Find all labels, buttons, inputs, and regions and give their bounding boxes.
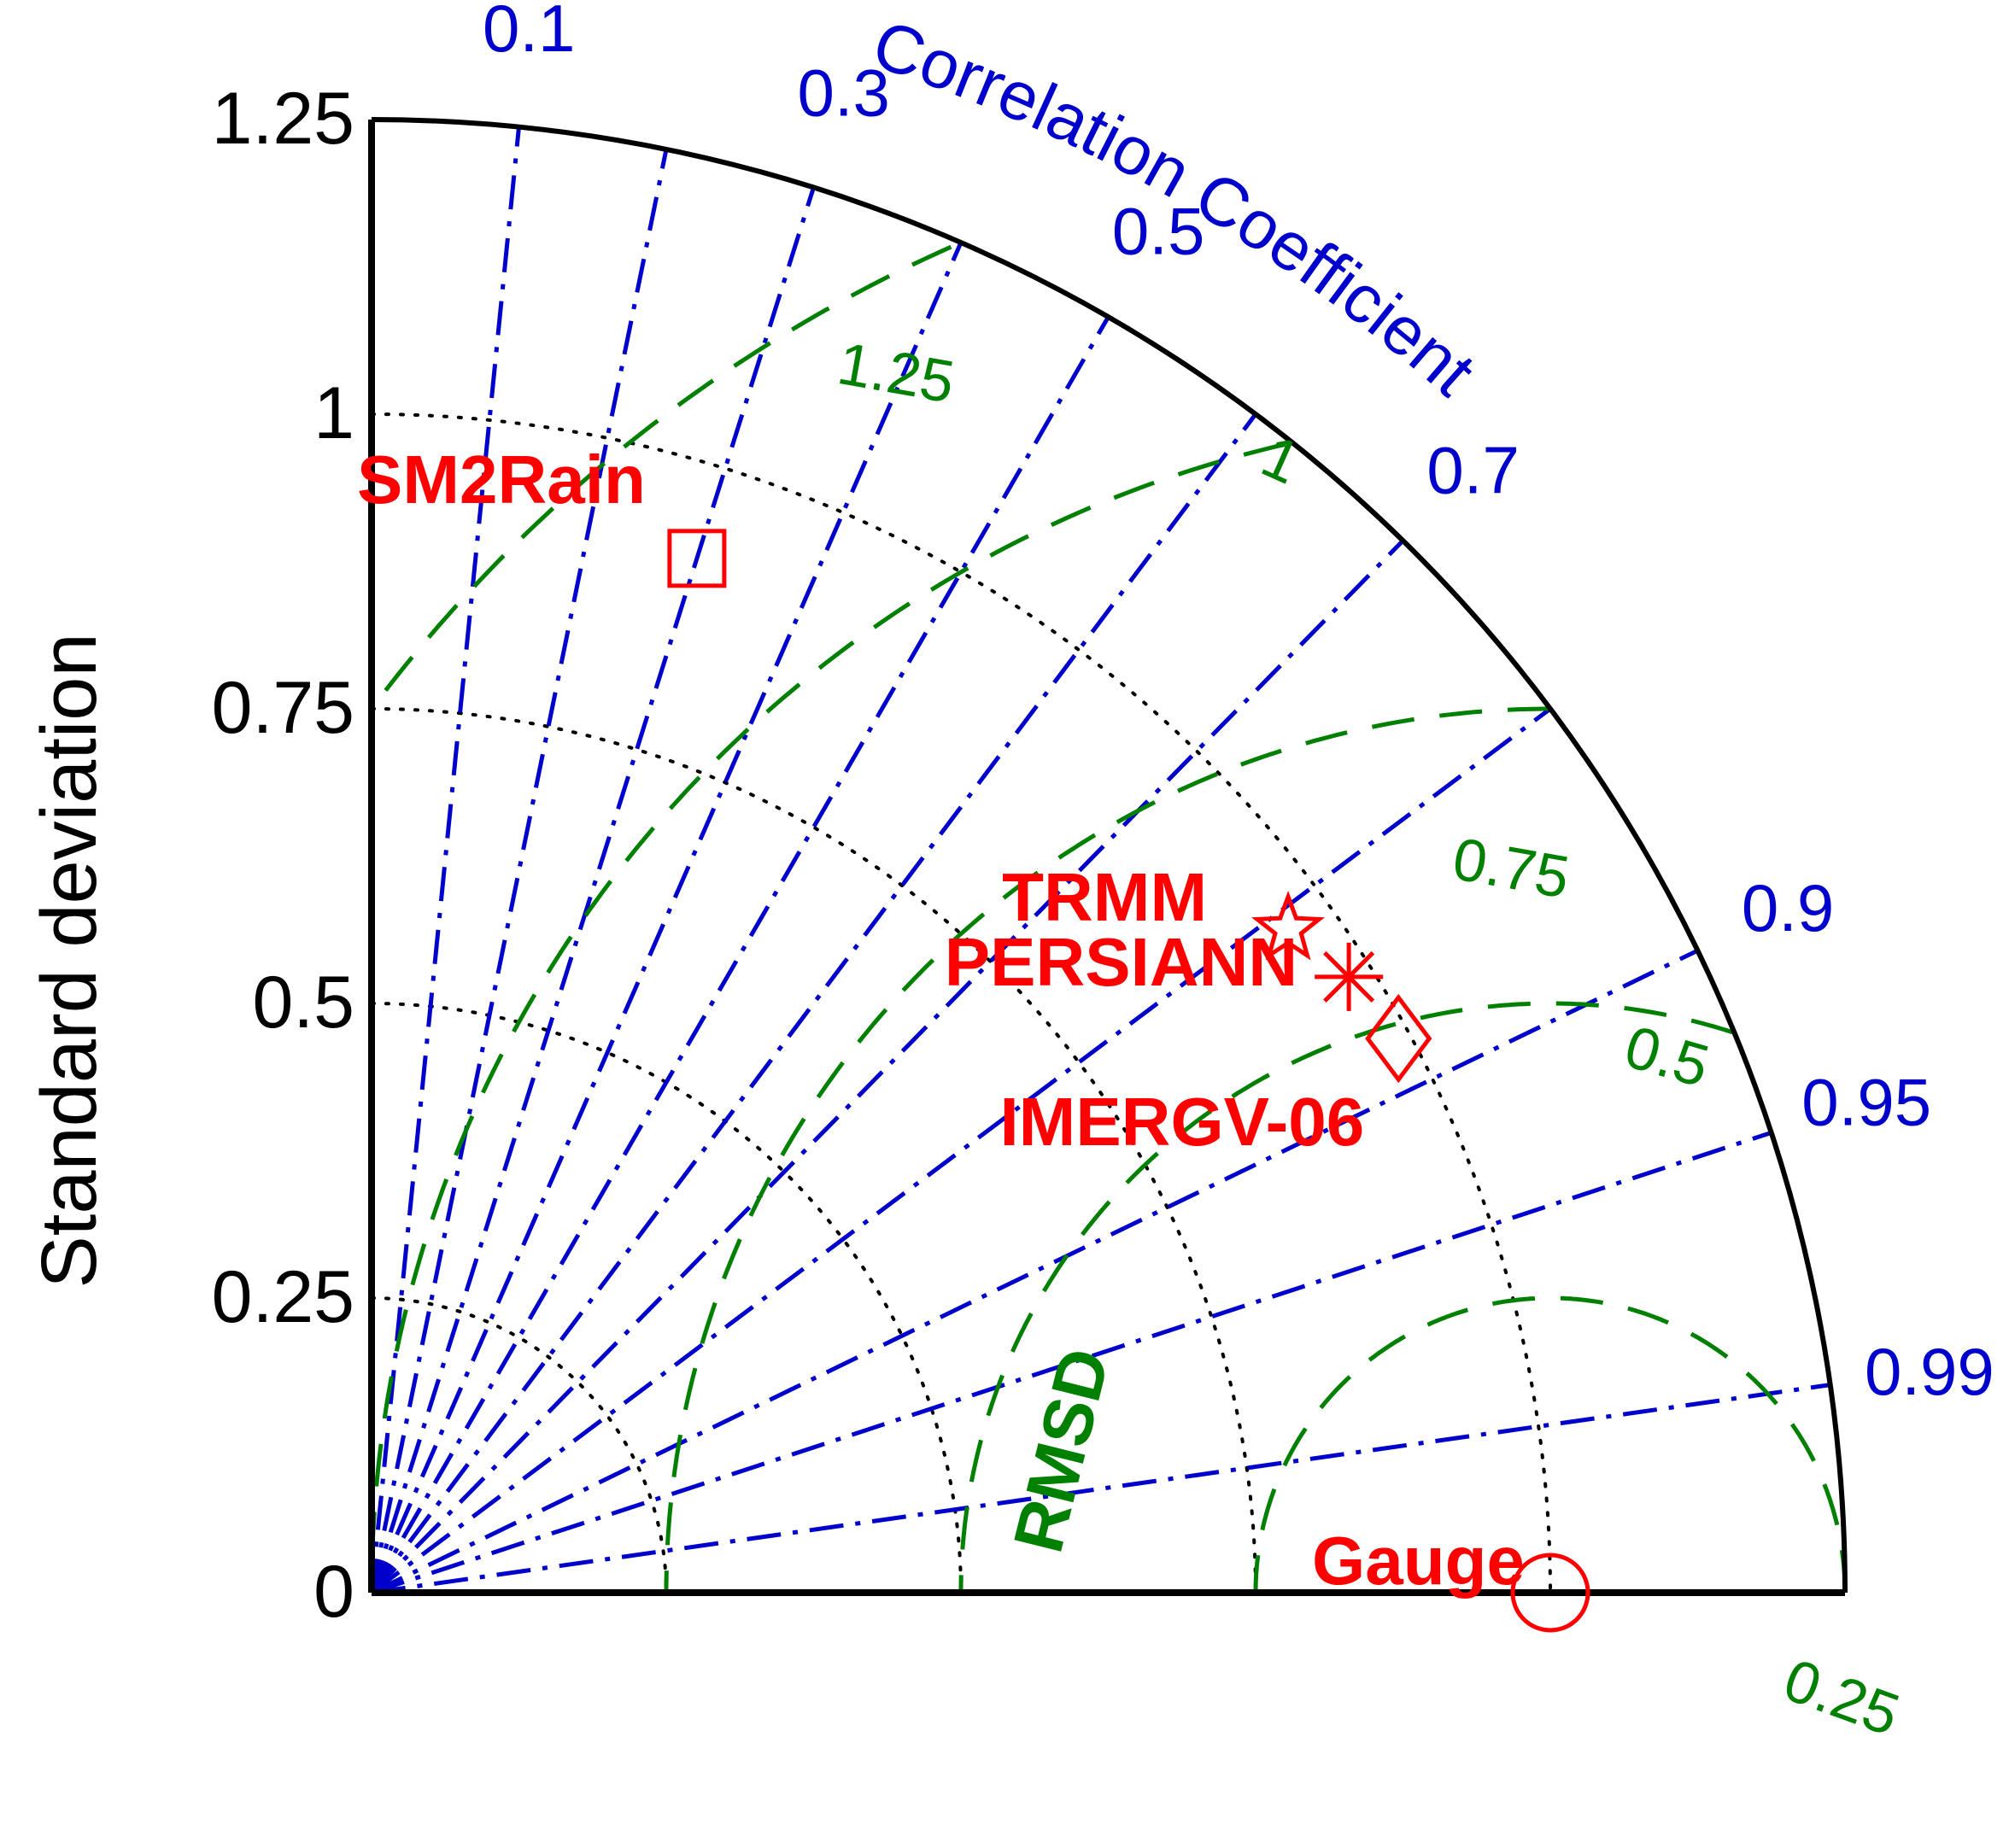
- tick-layer: 0 0.25 0.5 0.75 1 1.25 0.1 0.3 0.5 0.7 0.9 0.95 0.99: [212, 0, 1994, 1633]
- correlation-ray: [369, 149, 669, 1594]
- correlation-tick-label: 0.7: [1426, 432, 1519, 507]
- y-tick-label: 0.5: [252, 962, 354, 1044]
- point-label: TRMM: [1002, 859, 1207, 935]
- std-arc: [370, 1296, 668, 1594]
- correlation-tick-label: 0.95: [1801, 1065, 1931, 1140]
- rmsd-level-label: 1.25: [833, 330, 959, 415]
- std-arc: [370, 707, 1257, 1594]
- rmsd-arc: [1253, 1295, 1848, 1593]
- correlation-tick-label: 0.1: [483, 0, 575, 66]
- rmsd-level-label: 0.25: [1776, 1646, 1908, 1748]
- correlation-ray: [369, 126, 521, 1594]
- y-axis-label: Standard deviation: [26, 633, 113, 1288]
- rmsd-level-label: 0.75: [1448, 825, 1574, 910]
- correlation-tick-label: 0.5: [1112, 194, 1204, 269]
- sm2rain-marker: [667, 529, 727, 588]
- point-label: SM2Rain: [357, 442, 646, 518]
- correlation-tick-label: 0.3: [797, 56, 889, 131]
- outer-arc: [371, 117, 1848, 1594]
- y-tick-label: 0.25: [212, 1256, 354, 1338]
- correlation-ray: [369, 242, 964, 1594]
- correlation-ray: [370, 412, 1257, 1594]
- y-tick-label: 1: [313, 372, 354, 454]
- y-tick-label: 0: [313, 1551, 354, 1633]
- rmsd-level-label: 1: [1252, 423, 1309, 497]
- correlation-ray: [371, 1130, 1772, 1595]
- point-label: IMERGV-06: [999, 1084, 1364, 1160]
- gauge-marker: [1510, 1553, 1590, 1633]
- correlation-ray: [370, 707, 1552, 1594]
- imergv06-marker: [1365, 993, 1432, 1084]
- rmsd-label: RMSD: [999, 1341, 1125, 1559]
- correlation-tick-label: 0.99: [1865, 1334, 1994, 1409]
- correlation-ray: [370, 948, 1699, 1595]
- rmsd-arc: [369, 442, 1286, 1594]
- label-layer: Standard deviation RMSD 0.25 0.5 0.75 1 1.25…: [26, 5, 1908, 1748]
- y-tick-label: 1.25: [212, 78, 354, 160]
- correlation-title-path: [869, 64, 1863, 991]
- rmsd-arc: [372, 244, 952, 708]
- persiann-marker: [1315, 942, 1384, 1011]
- correlation-ray: [369, 315, 1110, 1594]
- correlation-ray: [369, 186, 816, 1594]
- trmm-marker: [1251, 890, 1325, 961]
- point-label: PERSIANN: [945, 924, 1297, 1000]
- point-label: Gauge: [1312, 1523, 1525, 1599]
- std-arc: [370, 412, 1552, 1594]
- rmsd-arc: [664, 706, 1550, 1593]
- y-tick-label: 0.75: [212, 667, 354, 749]
- correlation-ray: [371, 1383, 1831, 1595]
- axes-layer: [368, 117, 1848, 1596]
- std-arc: [370, 1002, 963, 1594]
- grid-layer: [369, 126, 1848, 1595]
- correlation-tick-label: 0.9: [1742, 870, 1834, 945]
- rmsd-level-label: 0.5: [1618, 1013, 1716, 1100]
- correlation-ray: [370, 539, 1405, 1594]
- rmsd-arc: [958, 1001, 1733, 1593]
